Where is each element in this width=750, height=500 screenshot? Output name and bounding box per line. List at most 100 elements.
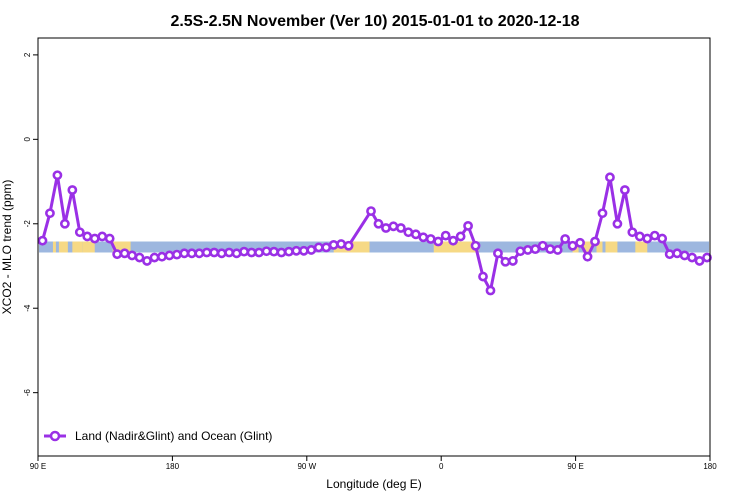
- data-point: [552, 245, 563, 255]
- data-point: [112, 249, 123, 260]
- data-point: [612, 218, 623, 229]
- y-tick-label: -2: [23, 220, 32, 228]
- data-point: [485, 285, 496, 296]
- data-point: [149, 252, 160, 263]
- data-point: [687, 252, 697, 263]
- data-point: [470, 240, 481, 251]
- y-axis-label: XCO2 - MLO trend (ppm): [0, 180, 14, 315]
- data-point: [321, 242, 332, 253]
- plot-frame: [37, 37, 711, 457]
- data-point: [463, 220, 473, 231]
- x-tick-label: 90 E: [567, 462, 583, 471]
- data-point: [493, 248, 503, 259]
- data-point: [179, 248, 190, 259]
- data-point: [425, 234, 436, 244]
- data-point: [500, 256, 511, 267]
- data-point: [313, 242, 324, 253]
- series-layer: [37, 170, 712, 296]
- x-tick-label: 180: [703, 462, 717, 471]
- data-point: [634, 231, 645, 242]
- chart-title: 2.5S-2.5N November (Ver 10) 2015-01-01 t…: [170, 13, 579, 30]
- data-point: [283, 246, 294, 257]
- data-point: [672, 248, 683, 259]
- data-point: [507, 256, 518, 266]
- data-point: [597, 208, 608, 219]
- data-point: [582, 251, 593, 262]
- data-point: [171, 249, 182, 260]
- data-point: [201, 247, 212, 258]
- land-segment: [82, 241, 95, 253]
- land-segment: [583, 241, 593, 253]
- data-point: [37, 235, 48, 246]
- data-point: [261, 246, 272, 257]
- data-point: [560, 234, 571, 244]
- data-point: [97, 231, 108, 242]
- land-segment: [58, 241, 68, 253]
- data-point: [276, 247, 287, 258]
- data-point: [649, 230, 660, 241]
- x-axis: 90 E 180 90 W 0 90 E 180: [30, 456, 717, 471]
- data-point: [694, 256, 705, 266]
- data-point: [127, 250, 137, 261]
- data-point: [134, 252, 145, 263]
- data-point: [433, 236, 444, 247]
- legend: Land (Nadir&Glint) and Ocean (Glint): [44, 429, 272, 443]
- data-point: [209, 247, 220, 258]
- data-point: [343, 240, 354, 251]
- y-axis: 2 0 -2 -4 -6: [23, 52, 38, 396]
- x-axis-label: Longitude (deg E): [326, 477, 421, 491]
- data-point: [410, 229, 421, 240]
- data-point: [448, 235, 459, 246]
- data-point: [328, 239, 339, 250]
- data-point: [82, 231, 93, 242]
- ocean-band: [39, 241, 709, 253]
- data-point: [119, 248, 130, 259]
- data-point: [403, 227, 414, 238]
- y-tick-label: -6: [23, 389, 32, 397]
- data-point: [657, 233, 668, 244]
- data-point: [530, 244, 541, 255]
- land-segment: [52, 241, 56, 253]
- legend-label: Land (Nadir&Glint) and Ocean (Glint): [75, 429, 272, 443]
- data-point: [388, 221, 399, 232]
- data-point: [224, 247, 235, 258]
- land-segment: [433, 241, 479, 253]
- data-point: [373, 218, 384, 229]
- land-segment: [596, 241, 603, 253]
- data-point: [186, 248, 197, 259]
- y-tick-label: 0: [23, 137, 32, 142]
- data-point: [336, 239, 347, 249]
- data-point: [306, 245, 317, 255]
- data-point: [440, 230, 451, 241]
- data-point: [157, 251, 167, 262]
- data-point: [478, 271, 488, 282]
- data-point: [104, 233, 115, 244]
- x-tick-label: 90 W: [297, 462, 316, 471]
- y-tick-label: 2: [23, 52, 32, 57]
- land-segment: [72, 241, 83, 253]
- data-point: [605, 172, 615, 183]
- data-point: [418, 232, 429, 243]
- data-point: [164, 250, 175, 261]
- data-point: [395, 223, 406, 233]
- data-point: [702, 252, 712, 263]
- data-point: [381, 223, 391, 233]
- series-line: [41, 173, 708, 292]
- data-point: [231, 248, 242, 259]
- land-segment: [605, 241, 618, 253]
- data-point: [455, 231, 466, 242]
- y-tick-label: -4: [23, 304, 32, 312]
- data-point: [515, 246, 526, 257]
- land-ocean-band: [39, 241, 709, 253]
- data-point: [642, 233, 653, 244]
- data-point: [52, 170, 63, 181]
- data-point: [679, 250, 690, 261]
- data-point: [142, 256, 152, 266]
- data-point: [522, 245, 533, 255]
- data-point: [194, 248, 205, 259]
- data-point: [298, 245, 309, 256]
- data-point: [269, 246, 279, 257]
- data-point: [627, 227, 638, 238]
- data-point: [254, 247, 264, 258]
